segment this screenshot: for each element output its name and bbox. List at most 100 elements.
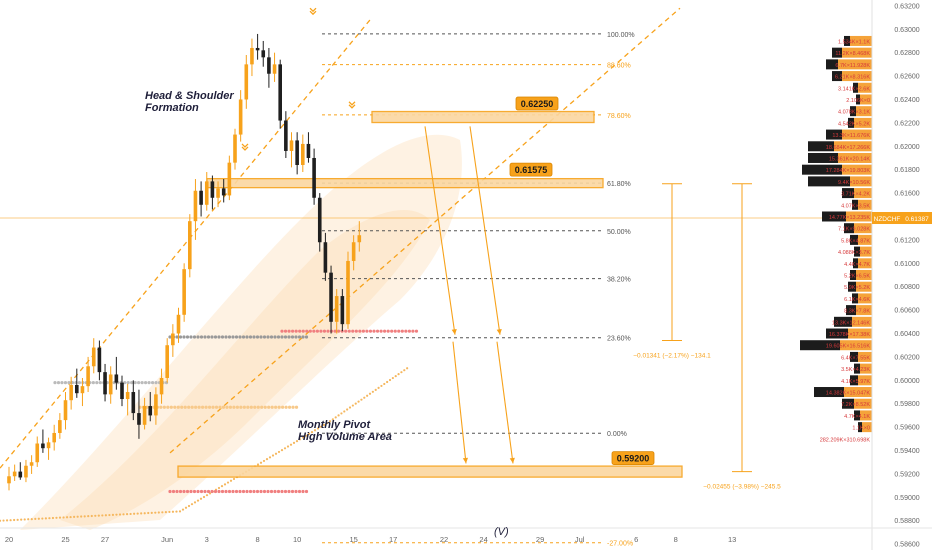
time-tick-label: 8 <box>256 535 260 544</box>
volume-profile-bar-sell <box>856 305 872 316</box>
candle-body <box>227 162 232 196</box>
volume-profile-label: 7.2K×8.52K <box>841 402 870 408</box>
volume-profile-bar-sell <box>858 375 872 386</box>
candle-body <box>295 140 299 165</box>
volume-profile-bar-sell <box>858 199 872 210</box>
volume-profile-bar-buy <box>850 270 856 280</box>
candle-body <box>35 443 40 463</box>
volume-profile-label: 4.1K×5.97K <box>841 379 870 385</box>
time-tick-label: 22 <box>440 535 448 544</box>
projection-arrow-4 <box>496 341 514 464</box>
volume-profile-bar-buy <box>850 106 856 117</box>
background-layer <box>0 7 872 530</box>
volume-profile-bar-buy <box>848 117 854 128</box>
trendline-upper <box>0 19 371 469</box>
volume-profile-label: 18.684K×17.266K <box>826 145 871 151</box>
candle-body <box>142 406 147 425</box>
volume-profile-label: 15.361K×20.14K <box>829 156 870 162</box>
volume-profile-label: 2.106K×0 <box>846 98 870 104</box>
support-resistance-zone <box>371 110 595 124</box>
head-shoulder-line1: Head & Shoulder <box>145 90 234 102</box>
shoulder-marker-icon <box>309 7 317 13</box>
candle-body <box>312 157 316 198</box>
volume-profile-label: 6.21K×8.316K <box>835 75 870 81</box>
shoulder-marker-icon <box>309 10 317 16</box>
candle-body <box>289 140 294 151</box>
candle-body <box>154 394 158 416</box>
candle-body <box>91 347 96 367</box>
price-tick-label: 0.61000 <box>894 261 919 268</box>
candle-body <box>18 471 23 478</box>
candle-body <box>176 314 181 334</box>
measure-label: −0.02455 (−3.98%) −245.5 <box>703 484 781 491</box>
time-tick-label: 20 <box>5 535 13 544</box>
time-tick-label: 24 <box>479 535 487 544</box>
volume-profile-bar-sell <box>856 281 872 292</box>
volume-profile-bar-sell <box>860 363 872 374</box>
volume-profile-bar-buy <box>826 129 842 140</box>
monthly-pivot-line2: High Volume Area <box>298 431 392 443</box>
zone-price-tag <box>611 451 655 465</box>
volume-profile-bar-sell <box>852 316 872 327</box>
candle-body <box>284 120 288 151</box>
volume-profile-label: 19.605K×16.516K <box>826 344 871 350</box>
fib-label: 100.00% <box>607 32 635 39</box>
volume-profile-bar-sell <box>856 106 872 117</box>
measure-label: −0.01341 (−2.17%) −134.1 <box>633 353 711 360</box>
candle-body <box>75 385 79 394</box>
volume-profile-bar-sell <box>838 152 872 163</box>
pivot-dots-red-2 <box>168 489 309 494</box>
candle-body <box>346 260 350 325</box>
projection-arrow-1-head <box>451 328 457 335</box>
time-tick-label: 15 <box>349 535 357 544</box>
shoulder-marker-icon <box>241 143 249 148</box>
candle-body <box>255 47 260 51</box>
price-tick-label: 0.60600 <box>894 308 919 315</box>
candle-body <box>63 400 68 421</box>
volume-profile-bar-buy <box>850 234 858 245</box>
volume-profile-label: 4.7K×4.1K <box>844 414 870 420</box>
volume-profile-label: 13.3K×11.676K <box>832 133 870 139</box>
candle-body <box>204 181 209 205</box>
price-tick-label: 0.61200 <box>894 237 919 244</box>
volume-profile-bar-buy <box>846 305 856 316</box>
volume-profile-bar-sell <box>858 351 872 362</box>
fib-label: 61.80% <box>607 181 631 188</box>
candle-body <box>7 476 11 484</box>
monthly-pivot-line1: Monthly Pivot <box>298 419 371 431</box>
volume-profile-label: 5.2K×6.5K <box>844 274 870 280</box>
candles-layer <box>7 33 362 491</box>
volume-profile-label: 16.378K×17.38K <box>829 332 870 338</box>
volume-profile-bar-buy <box>842 188 854 199</box>
time-tick-label: 27 <box>101 535 109 544</box>
volume-profile-bar-sell <box>842 71 872 82</box>
head-shoulder-line2: Formation <box>145 102 199 114</box>
candle-body <box>221 188 226 196</box>
volume-profile-bar-sell <box>860 410 872 421</box>
fib-label: 38.20% <box>607 277 631 284</box>
symbol-tag-label: NZDCHF <box>874 216 901 223</box>
fib-label: 50.00% <box>607 229 631 236</box>
volume-profile-label: 6.7K×11.928K <box>835 63 870 69</box>
volume-profile-bar-sell <box>862 422 872 433</box>
price-tick-label: 0.58600 <box>894 542 919 549</box>
candle-body <box>165 345 169 378</box>
time-tick-label: 3 <box>205 535 209 544</box>
volume-profile-bar-buy <box>850 351 858 362</box>
volume-profile-bar-buy <box>844 35 850 46</box>
candle-body <box>159 377 164 395</box>
volume-profile-label: 4.078K×3.1K <box>838 110 870 116</box>
projection-arrow-3 <box>452 341 467 464</box>
candle-body <box>351 242 356 261</box>
volume-profile-bar-buy <box>853 82 858 93</box>
volume-profile-bar-sell <box>854 398 872 409</box>
volume-profile-label: 1.534K×1.1K <box>838 39 870 45</box>
candle-body <box>46 442 51 449</box>
trendline-lower <box>169 7 681 454</box>
candle-body <box>244 64 249 100</box>
time-tick-label: 13 <box>728 535 736 544</box>
volume-profile-bar-sell <box>856 270 872 280</box>
price-tick-label: 0.61600 <box>894 191 919 198</box>
candle-body <box>52 432 56 443</box>
